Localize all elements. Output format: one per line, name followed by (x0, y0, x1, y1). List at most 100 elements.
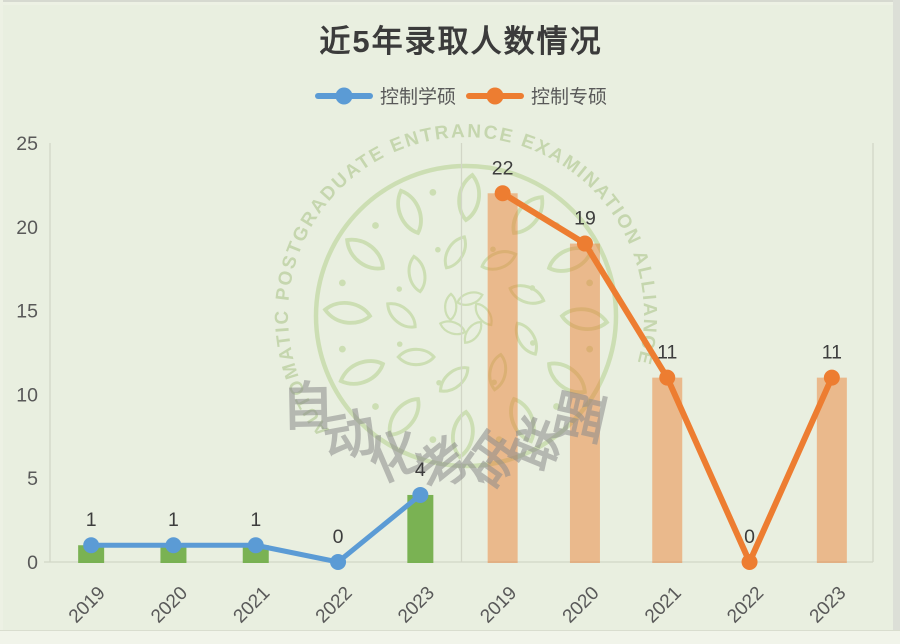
data-label-控制学硕-2020: 1 (168, 509, 179, 531)
y-axis-tick: 10 (16, 384, 38, 406)
dot-icon (586, 345, 594, 353)
watermark-center-text: 自动化考研联盟 (281, 378, 616, 505)
x-axis-label: 2022 (312, 583, 357, 628)
dot-icon (490, 246, 496, 253)
bar-控制专硕-2020 (569, 243, 600, 563)
leaf-icon (511, 195, 545, 235)
data-label-控制专硕-2020: 19 (574, 208, 596, 230)
frame-right-edge (893, 0, 900, 644)
leaf-icon (444, 292, 458, 322)
data-label-控制专硕-2019: 22 (492, 157, 514, 179)
watermark-leaf-icon (313, 163, 619, 469)
leaf-icon (386, 302, 417, 329)
legend-label: 控制专硕 (531, 87, 608, 108)
page-title: 近5年录取人数情况 (319, 24, 603, 59)
dot-icon (529, 285, 536, 291)
legend-item-xueshuo: 控制学硕 (314, 82, 456, 109)
x-axis-label: 2023 (806, 583, 851, 628)
marker-控制学硕-2023 (412, 486, 429, 503)
data-label-控制专硕-2023: 11 (822, 342, 842, 364)
leaf-icon (547, 361, 587, 395)
leaf-icon (443, 235, 467, 270)
leaf-icon (438, 320, 467, 336)
x-axis-label: 2020 (147, 583, 192, 628)
leaf-icon (450, 409, 475, 460)
leaf-icon (463, 320, 483, 345)
watermark-circle (313, 163, 619, 469)
marker-控制学硕-2021 (247, 537, 264, 554)
bar-控制专硕-2019 (487, 193, 518, 563)
leaf-icon (559, 307, 610, 332)
x-axis-label: 2019 (476, 583, 521, 628)
line-marker-icon (466, 87, 524, 104)
x-axis-label: 2022 (723, 583, 768, 628)
y-axis-tick: 5 (27, 468, 38, 490)
leaf-icon (338, 359, 386, 386)
marker-控制学硕-2019 (83, 537, 100, 554)
x-axis-label: 2019 (65, 583, 110, 628)
data-label-控制学硕-2019: 1 (86, 509, 97, 531)
marker-控制专硕-2020 (576, 235, 593, 252)
x-axis-label: 2021 (230, 583, 275, 628)
dot-icon (396, 286, 403, 292)
leaf-icon (456, 291, 484, 306)
data-label-控制学硕-2022: 0 (333, 526, 344, 548)
data-label-控制学硕-2023: 4 (415, 459, 426, 481)
y-axis-tick: 20 (16, 217, 38, 239)
dot-icon (338, 279, 346, 287)
legend-item-zhuanshuo: 控制专硕 (466, 82, 607, 109)
legend-label: 控制学硕 (379, 87, 456, 108)
leaf-icon (387, 397, 421, 437)
leaf-icon (457, 172, 482, 223)
line-marker-icon (314, 87, 373, 104)
dot-icon (429, 188, 437, 196)
marker-控制专硕-2022 (741, 554, 758, 570)
data-label-控制专硕-2022: 0 (744, 526, 755, 548)
leaf-icon (508, 284, 546, 305)
dot-icon (435, 246, 441, 253)
dot-icon (586, 279, 594, 287)
dot-icon (429, 436, 437, 444)
dot-icon (338, 345, 346, 353)
dot-icon (495, 436, 503, 444)
dot-icon (529, 340, 536, 346)
leaf-icon (407, 254, 427, 294)
leaf-icon (345, 237, 385, 271)
leaf-icon (396, 188, 423, 236)
y-axis-tick: 15 (16, 301, 38, 323)
leaf-icon (514, 321, 538, 356)
leaf-icon (474, 302, 493, 327)
leaf-icon (322, 300, 373, 325)
marker-控制专硕-2023 (823, 369, 840, 386)
frame-top-edge (0, 0, 900, 5)
legend: 控制学硕 控制专硕 (0, 82, 900, 109)
leaf-icon (438, 366, 470, 393)
leaf-icon (509, 396, 536, 444)
leaf-icon (480, 250, 518, 271)
marker-控制学硕-2020 (165, 537, 182, 554)
x-axis-label: 2021 (641, 583, 686, 628)
marker-控制学硕-2022 (330, 554, 347, 570)
y-axis-tick: 25 (16, 133, 38, 155)
dot-icon (372, 222, 379, 229)
dot-icon (372, 403, 379, 410)
dot-icon (436, 379, 442, 386)
bar-控制专硕-2023 (816, 377, 847, 563)
y-axis-tick: 0 (27, 552, 38, 574)
frame-left-edge (0, 0, 3, 644)
data-label-控制学硕-2021: 1 (250, 509, 261, 531)
x-axis-label: 2020 (559, 583, 604, 628)
leaf-icon (488, 352, 508, 392)
data-label-控制专硕-2021: 11 (657, 342, 677, 364)
dot-icon (396, 341, 403, 347)
marker-控制专硕-2019 (494, 185, 511, 202)
dot-icon (553, 403, 560, 410)
x-axis-label: 2023 (394, 583, 439, 628)
bar-控制学硕-2023 (407, 494, 434, 563)
dot-icon (491, 379, 497, 386)
frame-bottom-edge (0, 630, 900, 644)
bar-控制专硕-2021 (652, 377, 683, 563)
leaf-icon (396, 347, 436, 367)
